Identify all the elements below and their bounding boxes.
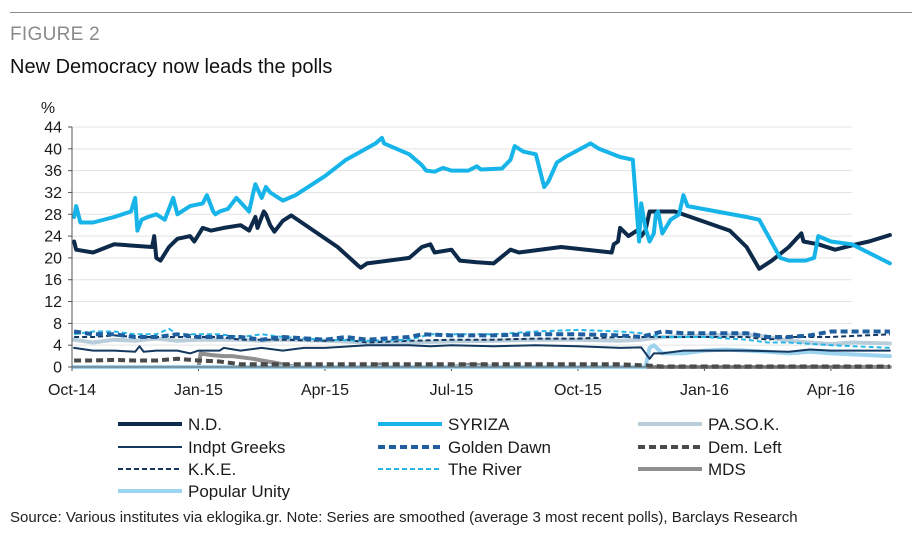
x-tick-label: Oct-14	[48, 382, 96, 399]
legend-label: Popular Unity	[188, 482, 291, 500]
y-tick-label: 16	[44, 272, 62, 289]
y-tick-label: 24	[44, 229, 62, 246]
y-tick-label: 44	[44, 120, 62, 137]
chart: % 0 4 8 12 16 20 24 28 32 36 40 44 Oct-14 Jan-15 Apr-…	[41, 100, 892, 500]
figure-title: New Democracy now leads the polls	[10, 56, 333, 78]
legend-label: Dem. Left	[708, 438, 782, 457]
y-gridlines	[72, 126, 852, 368]
y-tick-label: 32	[44, 185, 62, 202]
series-line-dem-left	[74, 356, 890, 369]
x-tick-label: Jan-16	[680, 382, 729, 399]
y-tick-label: 4	[53, 338, 62, 355]
x-tick-label: Apr-16	[807, 382, 855, 399]
figure-label: FIGURE 2	[10, 24, 101, 45]
x-tick-label: Apr-15	[301, 382, 349, 399]
legend-label: Golden Dawn	[448, 438, 551, 457]
y-tick-label: 8	[53, 316, 62, 333]
source-note: Source: Various institutes via eklogika.…	[10, 509, 798, 526]
series-line-n-d	[72, 209, 892, 271]
series-line-syriza	[72, 135, 892, 266]
series-line-golden-dawn	[73, 329, 890, 342]
series-line-indpt-greeks	[73, 344, 891, 360]
y-axis-unit-label: %	[41, 100, 55, 117]
x-tick-label: Oct-15	[554, 382, 602, 399]
y-tick-label: 0	[53, 360, 62, 377]
series-line-the-river	[73, 327, 890, 349]
x-tick-label: Jul-15	[430, 382, 474, 399]
y-tick-label: 40	[44, 141, 62, 158]
series-lines	[72, 135, 892, 369]
legend-label: Indpt Greeks	[188, 438, 285, 457]
x-tick-label: Jan-15	[174, 382, 223, 399]
legend-label: K.K.E.	[188, 460, 236, 479]
y-tick-label: 12	[44, 294, 62, 311]
y-tick-label: 36	[44, 163, 62, 180]
legend-label: N.D.	[188, 415, 222, 434]
legend-label: The River	[448, 460, 522, 479]
y-tick-label: 20	[44, 250, 62, 267]
top-rule	[10, 12, 912, 13]
legend-label: SYRIZA	[448, 415, 510, 434]
y-axis-ticks: 0 4 8 12 16 20 24 28 32 36 40 44	[44, 120, 72, 377]
legend-label: PA.SO.K.	[708, 415, 780, 434]
legend-label: MDS	[708, 460, 746, 479]
x-axis-ticks: Oct-14 Jan-15 Apr-15 Jul-15 Oct-15 Jan-16 Apr-…	[48, 367, 855, 399]
legend: N.D. SYRIZA PA.SO.K. Indpt Greeks Golden Daw…	[118, 415, 782, 500]
y-tick-label: 28	[44, 207, 62, 224]
